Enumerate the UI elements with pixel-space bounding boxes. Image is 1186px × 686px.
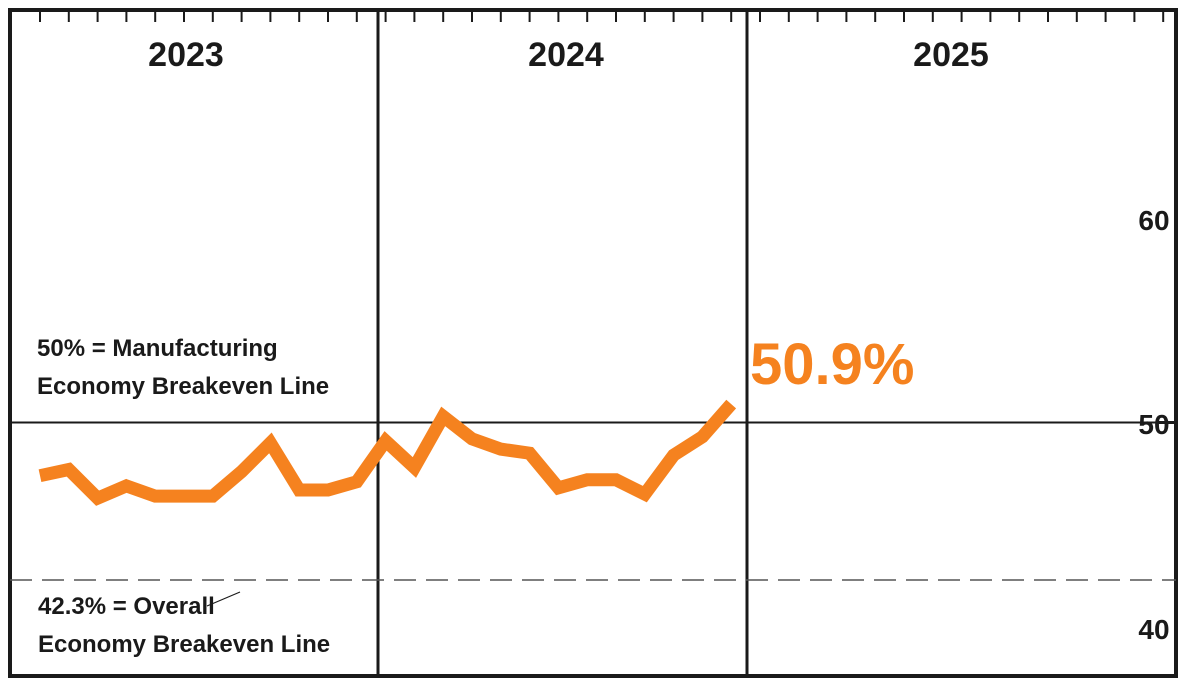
- reference-lines: [10, 421, 1176, 581]
- series-layer: [38, 399, 737, 506]
- chart-frame: [8, 8, 1178, 678]
- overall-breakeven-label-line1: 42.3% = Overall: [38, 593, 215, 620]
- latest-value-callout: 50.9%: [750, 332, 914, 397]
- series-line-0: [38, 399, 737, 506]
- manufacturing-breakeven-label-line2: Economy Breakeven Line: [37, 373, 329, 400]
- year-label-2025: 2025: [913, 36, 989, 74]
- year-label-2024: 2024: [528, 36, 604, 74]
- overall-breakeven-pointer: [206, 591, 241, 607]
- manufacturing-breakeven-label-line1: 50% = Manufacturing: [37, 335, 278, 362]
- year-label-2023: 2023: [148, 36, 224, 74]
- overall-breakeven-label-line2: Economy Breakeven Line: [38, 631, 330, 658]
- plot-border: [8, 8, 1178, 678]
- y-tick-label-60: 60: [1138, 205, 1169, 236]
- y-tick-label-50: 50: [1138, 409, 1169, 440]
- y-tick-label-40: 40: [1138, 614, 1169, 645]
